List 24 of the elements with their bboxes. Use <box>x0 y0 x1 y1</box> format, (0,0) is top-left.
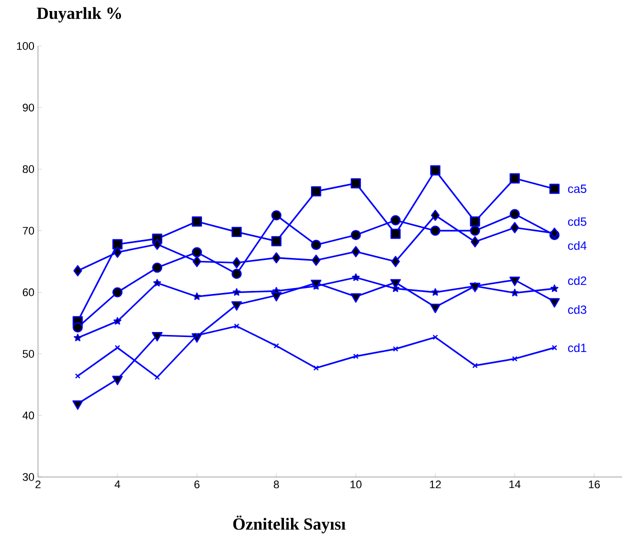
x-tick-label: 16 <box>588 480 600 488</box>
series-label: cd5 <box>568 217 586 226</box>
x-tick-label: 4 <box>114 480 120 488</box>
x-tick-label: 10 <box>350 480 362 488</box>
y-tick-label: 80 <box>22 165 34 174</box>
y-tick-label: 30 <box>22 473 34 481</box>
series-label: cd1 <box>568 343 586 352</box>
y-tick-label: 100 <box>17 42 34 50</box>
x-tick-label: 12 <box>430 480 441 488</box>
x-tick-label: 14 <box>509 480 521 488</box>
series-label: ca5 <box>568 184 586 194</box>
x-tick-label: 6 <box>194 480 200 488</box>
series-label: cd4 <box>568 241 587 250</box>
y-axis-title: Duyarlık % <box>36 7 122 22</box>
y-tick-label: 40 <box>22 412 34 420</box>
series-label: cd3 <box>568 305 586 314</box>
x-tick-label: 2 <box>36 480 40 488</box>
y-tick-label: 50 <box>22 350 34 358</box>
y-tick-label: 70 <box>22 226 34 235</box>
series-label: cd2 <box>568 276 586 285</box>
y-tick-label: 60 <box>22 288 34 296</box>
y-tick-label: 90 <box>22 104 34 112</box>
x-tick-label: 8 <box>274 480 279 488</box>
x-axis-title: Öznitelik Sayısı <box>233 516 346 534</box>
